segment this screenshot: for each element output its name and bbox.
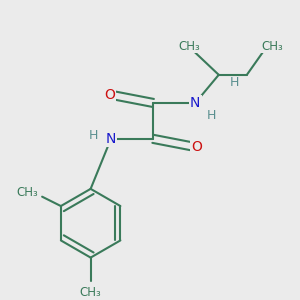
Text: H: H: [89, 129, 98, 142]
Text: N: N: [190, 96, 200, 110]
Text: H: H: [230, 76, 239, 89]
Text: H: H: [207, 109, 216, 122]
Text: O: O: [104, 88, 115, 101]
Text: N: N: [106, 132, 116, 146]
Text: CH₃: CH₃: [262, 40, 284, 53]
Text: O: O: [191, 140, 202, 154]
Text: CH₃: CH₃: [80, 286, 101, 299]
Text: CH₃: CH₃: [178, 40, 200, 53]
Text: CH₃: CH₃: [16, 186, 38, 199]
